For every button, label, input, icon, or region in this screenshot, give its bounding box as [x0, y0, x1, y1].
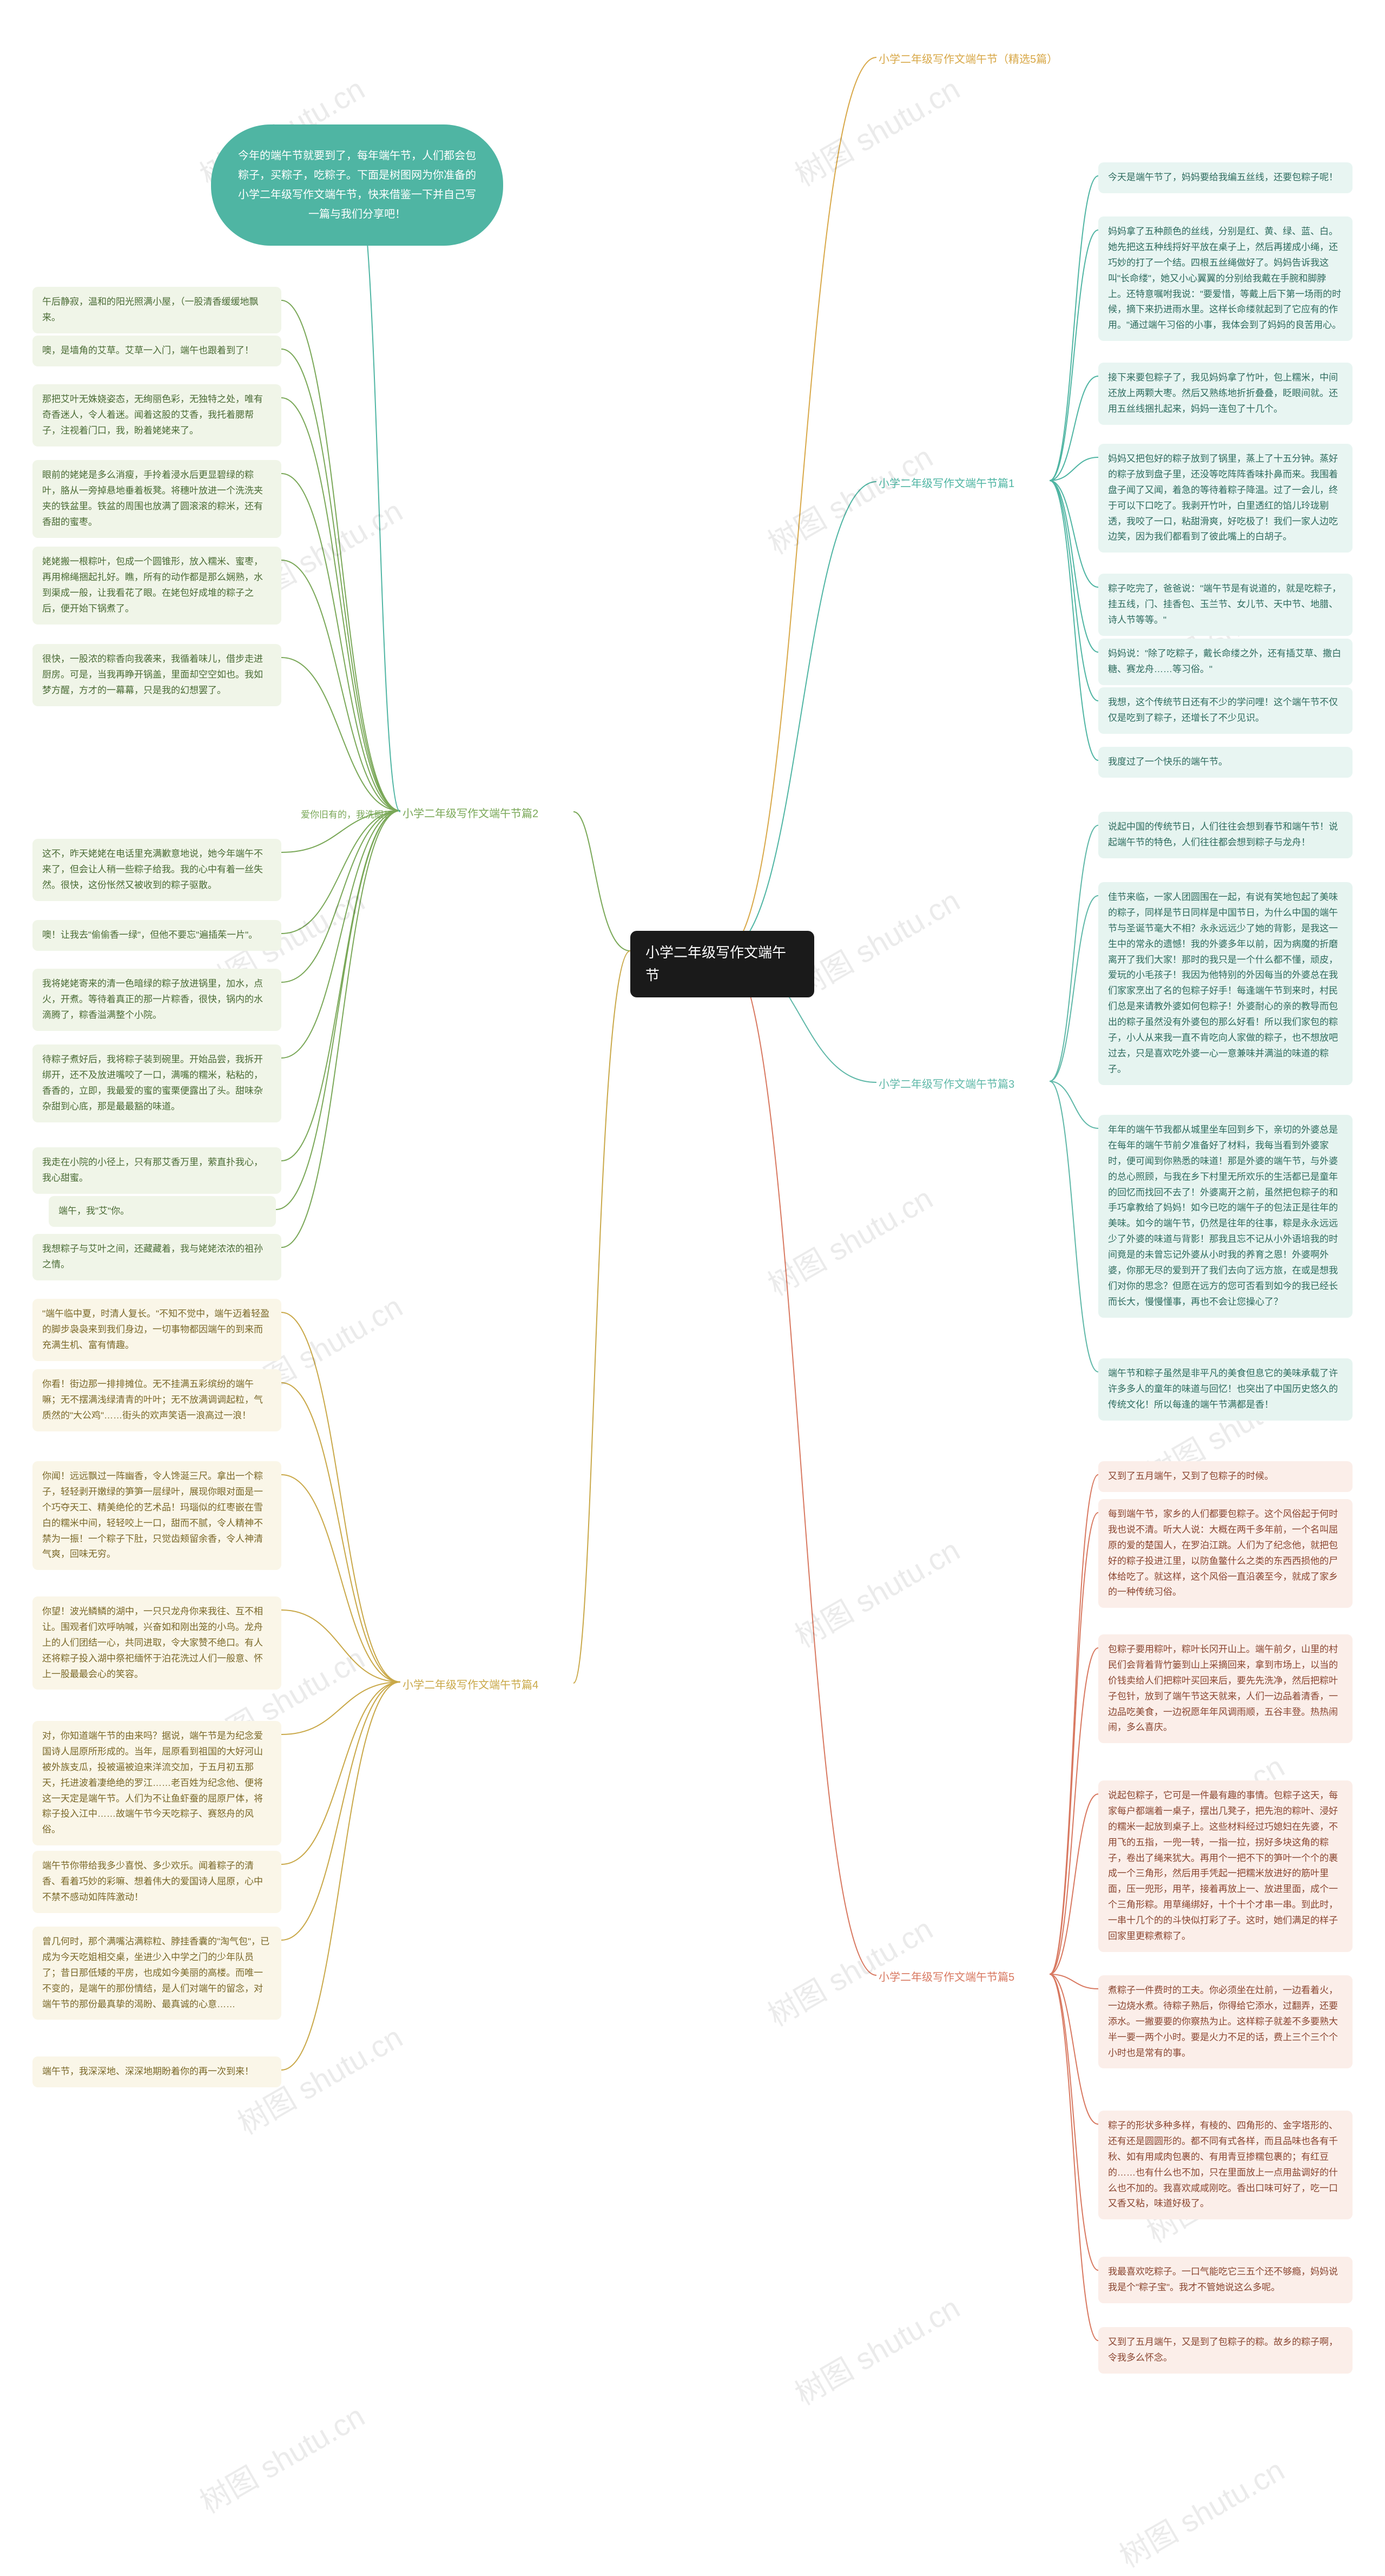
center-node: 小学二年级写作文端午节 — [630, 931, 814, 997]
branch-2-leaf-2: 那把艾叶无姝娆姿态，无绚丽色彩，无独特之处，唯有奇香迷人，令人着迷。闻着这股的艾… — [32, 384, 281, 446]
branch-1-leaf-2: 接下来要包粽子了，我见妈妈拿了竹叶，包上糯米，中间还放上两颗大枣。然后又熟练地折… — [1098, 363, 1353, 425]
branch-2-leaf-8: 我将姥姥寄来的清一色暗绿的粽子放进锅里，加水，点火，开煮。等待着真正的那一片粽香… — [32, 969, 281, 1031]
branch-2-sublabel: 爱你旧有的，我洗眼！ — [292, 801, 401, 829]
branch-2-leaf-0: 午后静寂，温和的阳光照满小屋，（一股清香缓缓地飘来。 — [32, 287, 281, 333]
branch-2-leaf-10: 我走在小院的小径上，只有那艾香万里，萦直扑我心，我心甜蜜。 — [32, 1147, 281, 1194]
branch-4-leaf-4: 对，你知道端午节的由来吗？据说，端午节是为纪念爱国诗人屈原所形成的。当年，屈原看… — [32, 1721, 281, 1845]
branch-0: 小学二年级写作文端午节（精选5篇） — [876, 47, 1104, 73]
branch-2-leaf-3: 眼前的姥姥是多么消瘦，手拎着浸水后更显碧绿的粽叶，胳从一旁掉悬地垂着板凳。将穗叶… — [32, 460, 281, 538]
branch-3-leaf-1: 佳节来临，一家人团圆围在一起，有说有笑地包起了美味的粽子，同样是节日同样是中国节… — [1098, 882, 1353, 1085]
branch-5-leaf-3: 说起包粽子，它可是一件最有趣的事情。包粽子这天，每家每户都端着一桌子，摆出几凳子… — [1098, 1780, 1353, 1952]
branch-2-leaf-7: 噢！让我去"偷偷香一绿"，但他不要忘"遍插茱一片"。 — [32, 920, 281, 951]
branch-3-leaf-0: 说起中国的传统节日，人们往往会想到春节和端午节！说起端午节的特色，人们往往都会想… — [1098, 812, 1353, 858]
branch-1-leaf-4: 粽子吃完了，爸爸说："端午节是有说道的，就是吃粽子，挂五线，门、挂香包、玉兰节、… — [1098, 574, 1353, 636]
branch-5-leaf-2: 包粽子要用粽叶，粽叶长冈开山上。端午前夕，山里的村民们会背着背竹篓到山上采摘回来… — [1098, 1634, 1353, 1743]
branch-1-leaf-5: 妈妈说："除了吃粽子，戴长命缕之外，还有插艾草、撒白糖、赛龙舟……等习俗。" — [1098, 639, 1353, 685]
branch-4-leaf-2: 你闻！远远飘过一阵幽香，令人馋涎三尺。拿出一个粽子，轻轻剥开嫩绿的笋笋一层绿叶，… — [32, 1461, 281, 1570]
branch-4-leaf-1: 你看！街边那一排排摊位。无不挂满五彩缤纷的端午嘛；无不摆满浅绿清青的叶叶；无不放… — [32, 1369, 281, 1431]
branch-4-leaf-5: 端午节你带给我多少喜悦、多少欢乐。闻着粽子的清香、看着巧妙的彩嘛、想着伟大的爱国… — [32, 1851, 281, 1913]
branch-4-leaf-7: 端午节，我深深地、深深地期盼着你的再一次到来！ — [32, 2056, 281, 2087]
branch-5-leaf-5: 粽子的形状多种多样，有棱的、四角形的、金字塔形的、还有还是圆圆形的。都不同有式各… — [1098, 2111, 1353, 2219]
branch-5-leaf-4: 煮粽子一件费时的工夫。你必须坐在灶前，一边看着火，一边烧水煮。待粽子熟后，你得给… — [1098, 1975, 1353, 2068]
branch-4-leaf-0: "端午临中夏，时清人复长。"不知不觉中，端午迈着轻盈的脚步袅袅来到我们身边，一切… — [32, 1299, 281, 1361]
branch-1-leaf-1: 妈妈拿了五种颜色的丝线，分别是红、黄、绿、蓝、白。她先把这五种线捋好平放在桌子上… — [1098, 216, 1353, 341]
branch-2: 小学二年级写作文端午节篇2 — [400, 801, 573, 827]
branch-5-leaf-6: 我最喜欢吃粽子。一口气能吃它三五个还不够瘾，妈妈说我是个"粽子宝"。我才不管她说… — [1098, 2257, 1353, 2303]
branch-1-leaf-3: 妈妈又把包好的粽子放到了锅里，蒸上了十五分钟。蒸好的粽子放到盘子里，还没等吃阵阵… — [1098, 444, 1353, 553]
branch-3: 小学二年级写作文端午节篇3 — [876, 1072, 1050, 1098]
branch-4: 小学二年级写作文端午节篇4 — [400, 1672, 573, 1698]
branch-2-leaf-9: 待粽子煮好后，我将粽子装到碗里。开始品尝，我拆开绑开，还不及放进嘴咬了一口，满嘴… — [32, 1044, 281, 1122]
branch-1-leaf-6: 我想，这个传统节日还有不少的学问哩！这个端午节不仅仅是吃到了粽子，还增长了不少见… — [1098, 687, 1353, 734]
branch-5-leaf-0: 又到了五月端午，又到了包粽子的时候。 — [1098, 1461, 1353, 1492]
branch-1-leaf-7: 我度过了一个快乐的端午节。 — [1098, 747, 1353, 778]
branch-5: 小学二年级写作文端午节篇5 — [876, 1964, 1050, 1990]
branch-4-leaf-3: 你望！波光鳞鳞的湖中，一只只龙舟你来我往、互不相让。围观者们欢呼呐喊，兴奋如和刚… — [32, 1596, 281, 1690]
branch-1: 小学二年级写作文端午节篇1 — [876, 471, 1050, 497]
branch-5-leaf-7: 又到了五月端午，又是到了包粽子的粽。故乡的粽子啊，令我多么怀念。 — [1098, 2327, 1353, 2374]
branch-2-leaf-4: 姥姥搬一根粽叶，包成一个圆锥形，放入糯米、蜜枣，再用棉绳捆起扎好。瞧，所有的动作… — [32, 547, 281, 625]
branch-3-leaf-3: 端午节和粽子虽然是非平凡的美食但息它的美味承载了许许多多人的童年的味道与回忆！也… — [1098, 1358, 1353, 1421]
branch-1-leaf-0: 今天是端午节了，妈妈要给我编五丝线，还要包粽子呢！ — [1098, 162, 1353, 193]
branch-2-leaf-11: 端午，我"艾"你。 — [49, 1196, 276, 1227]
branch-2-leaf-12: 我想粽子与艾叶之间，还藏藏着，我与姥姥浓浓的祖孙之情。 — [32, 1234, 281, 1280]
branch-2-leaf-6: 这不，昨天姥姥在电话里充满歉意地说，她今年端午不来了，但会让人稍一些粽子给我。我… — [32, 839, 281, 901]
branch-2-leaf-5: 很快，一股浓的粽香向我袭来，我循着味儿，借步走进厨房。可是，当我再睁开锅盖，里面… — [32, 644, 281, 706]
intro-node: 今年的端午节就要到了，每年端午节，人们都会包粽子，买粽子，吃粽子。下面是树图网为… — [211, 124, 503, 246]
branch-2-leaf-1: 噢，是墙角的艾草。艾草一入门，端午也跟着到了！ — [32, 336, 281, 366]
branch-4-leaf-6: 曾几何时，那个满嘴沾满粽粒、脖挂香囊的"淘气包"，已成为今天吃姐相交桌，坐进少入… — [32, 1927, 281, 2020]
branch-3-leaf-2: 年年的端午节我都从城里坐车回到乡下，亲切的外婆总是在每年的端午节前夕准备好了材料… — [1098, 1115, 1353, 1318]
branch-5-leaf-1: 每到端午节，家乡的人们都要包粽子。这个风俗起于何时我也说不清。听大人说：大概在两… — [1098, 1499, 1353, 1608]
